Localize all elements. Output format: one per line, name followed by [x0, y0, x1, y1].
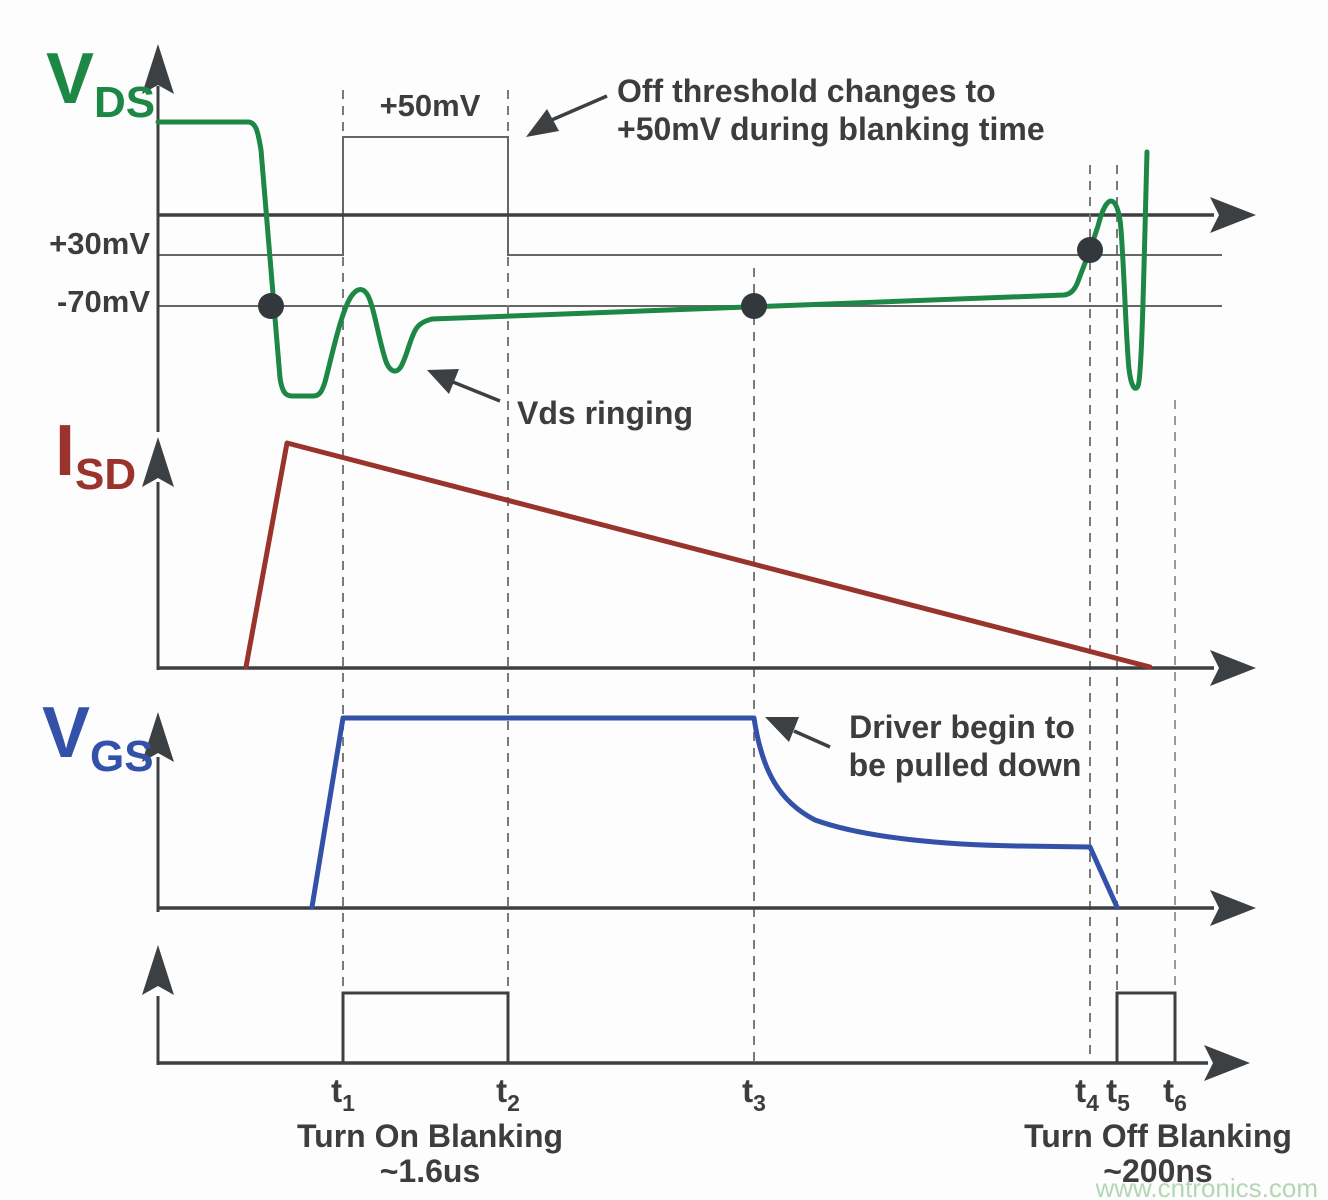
t2-label-base: t	[496, 1072, 507, 1109]
t6-label-sub: 6	[1174, 1090, 1187, 1116]
plus30-threshold-label: +30mV	[49, 226, 150, 261]
t6-label-base: t	[1163, 1072, 1174, 1109]
blanking-panel: t1 t2 t3 t4 t5 t6 Turn On Blanking ~1.6u…	[142, 945, 1292, 1189]
turn-off-blanking-duration: ~200ns	[1103, 1153, 1212, 1189]
vds-signal-label-sub: DS	[94, 78, 155, 127]
t3-label-sub: 3	[753, 1090, 766, 1116]
minus70-threshold-label: -70mV	[57, 284, 150, 319]
blanking-y-axis-arrowhead-icon	[142, 945, 174, 995]
vds-waveform	[155, 119, 1150, 399]
vds-ringing-arrowhead-icon	[427, 369, 459, 394]
off-threshold-note-line1: Off threshold changes to	[617, 73, 996, 109]
blanking-time-axis-arrowhead-icon	[1204, 1045, 1250, 1081]
vgs-signal-label: VGS	[42, 693, 154, 781]
isd-signal-label-sub: SD	[75, 450, 136, 499]
vds-panel: VDS +50mV +30mV -70mV Off threshold chan…	[46, 39, 1256, 1061]
t3-label-base: t	[742, 1072, 753, 1109]
t1-label: t1	[331, 1072, 355, 1116]
off-threshold-note-line2: +50mV during blanking time	[617, 111, 1045, 147]
isd-waveform	[243, 440, 1153, 670]
off-threshold-arrowhead-icon	[526, 109, 559, 137]
vds-y-axis-arrowhead-icon	[142, 44, 174, 94]
vds-threshold-step-line	[158, 136, 1222, 256]
vds-threshold-crossing-dot-1	[258, 293, 284, 319]
vgs-signal-label-sub: GS	[90, 732, 154, 781]
vds-threshold-crossing-dot-3	[1077, 237, 1103, 263]
vgs-panel: VGS Driver begin to be pulled down	[42, 693, 1256, 926]
driver-note-line2: be pulled down	[849, 747, 1082, 783]
turn-on-blanking-pulse	[341, 991, 510, 1062]
watermark: www.cntronics.com	[1095, 1173, 1319, 1200]
t5-label-base: t	[1106, 1072, 1117, 1109]
t1-label-base: t	[331, 1072, 342, 1109]
vgs-signal-label-main: V	[42, 693, 90, 773]
turn-off-blanking-caption: Turn Off Blanking	[1024, 1118, 1292, 1154]
t4-label: t4	[1075, 1072, 1099, 1116]
turn-off-blanking-pulse	[1115, 991, 1177, 1062]
vgs-time-axis-arrowhead-icon	[1210, 890, 1256, 926]
driver-arrow-line	[793, 729, 831, 749]
t5-label-sub: 5	[1117, 1090, 1130, 1116]
isd-panel: ISD	[55, 411, 1256, 686]
t6-label: t6	[1163, 1072, 1187, 1116]
plus50-threshold-label: +50mV	[380, 88, 481, 123]
vgs-y-axis-arrowhead-icon	[142, 712, 174, 762]
vds-ringing-note: Vds ringing	[517, 395, 693, 431]
t3-label: t3	[742, 1072, 766, 1116]
driver-arrowhead-icon	[765, 717, 799, 742]
driver-note-line1: Driver begin to	[849, 709, 1075, 745]
vds-signal-label: VDS	[46, 39, 155, 127]
off-threshold-arrow-line	[546, 94, 608, 124]
vds-threshold-crossing-dot-2	[741, 293, 767, 319]
vds-signal-label-main: V	[46, 39, 94, 119]
isd-signal-label: ISD	[55, 411, 136, 499]
t1-label-sub: 1	[342, 1090, 355, 1116]
turn-on-blanking-duration: ~1.6us	[380, 1153, 481, 1189]
t2-label: t2	[496, 1072, 520, 1116]
turn-on-blanking-caption: Turn On Blanking	[297, 1118, 563, 1154]
t4-label-sub: 4	[1086, 1090, 1099, 1116]
isd-time-axis-arrowhead-icon	[1210, 650, 1256, 686]
t4-label-base: t	[1075, 1072, 1086, 1109]
t2-label-sub: 2	[507, 1090, 520, 1116]
vgs-waveform	[309, 715, 1120, 910]
t5-label: t5	[1106, 1072, 1130, 1116]
isd-signal-label-main: I	[55, 411, 75, 491]
vds-time-axis-arrowhead-icon	[1210, 197, 1256, 233]
vds-ringing-arrow-line	[452, 380, 501, 403]
isd-y-axis-arrowhead-icon	[142, 437, 174, 487]
